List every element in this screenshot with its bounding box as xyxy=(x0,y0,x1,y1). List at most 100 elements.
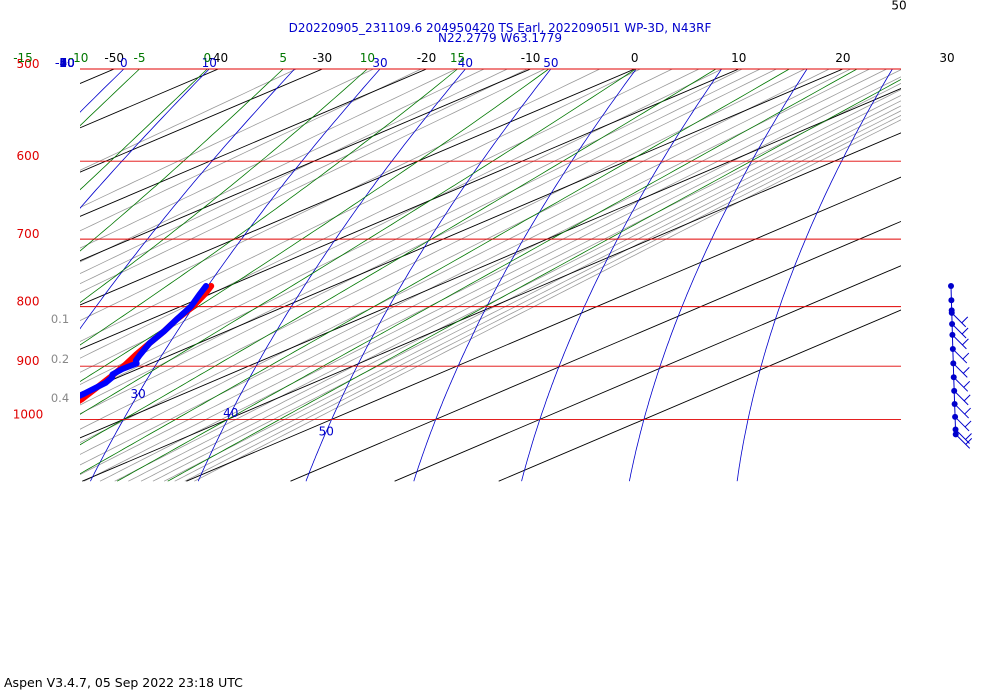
dry-adiabat-line xyxy=(197,69,466,482)
mixing-ratio-line xyxy=(174,110,901,482)
wind-barb-staff xyxy=(953,390,969,406)
temperature-tick-label: 20 xyxy=(835,51,850,65)
mixing-ratio-line xyxy=(194,119,901,482)
theta-e-label: -10 xyxy=(69,51,89,65)
moist-adiabat-line xyxy=(167,78,901,482)
left-minor-label: 0.1 xyxy=(51,312,69,326)
isotherm-line xyxy=(186,176,901,482)
wind-barb-staff xyxy=(955,434,971,449)
theta-label: -50 xyxy=(55,56,75,70)
mixing-ratio-line xyxy=(80,69,509,275)
mixing-ratio-line xyxy=(84,69,901,482)
moist-adiabat-line xyxy=(80,69,550,383)
mixing-ratio-line xyxy=(80,69,806,430)
theta-label: 40 xyxy=(458,56,473,70)
mixing-ratio-line xyxy=(80,69,778,415)
left-minor-label: 0.4 xyxy=(51,391,69,405)
wind-barb-staff xyxy=(952,363,968,378)
temperature-tick-label: -50 xyxy=(104,51,124,65)
isotherm-line xyxy=(80,69,220,129)
mixing-ratio-line xyxy=(140,94,901,482)
right-label: 50 xyxy=(891,0,906,13)
wind-barb-flag xyxy=(963,394,971,402)
isotherm-line xyxy=(80,88,901,439)
wind-barb-staff xyxy=(952,334,967,350)
mixing-ratio-line xyxy=(80,69,546,294)
wind-barb-flag xyxy=(964,420,972,428)
theta-label: -70 xyxy=(55,56,75,70)
wind-barb-dot xyxy=(948,282,954,289)
mixing-ratio-line xyxy=(99,76,901,482)
dry-adiabat-line xyxy=(521,69,723,482)
wind-barb-staff xyxy=(955,429,970,444)
dry-adiabat-line xyxy=(629,69,808,482)
temperature-tick-label: -40 xyxy=(208,51,228,65)
wind-barb-staff xyxy=(954,403,969,419)
theta-label: 30 xyxy=(372,56,387,70)
wind-barb-flag xyxy=(965,438,973,445)
theta-label: -80 xyxy=(55,56,75,70)
mixing-ratio-line xyxy=(128,89,901,482)
wind-barb-staff xyxy=(954,416,970,432)
pressure-label: 900 xyxy=(17,354,40,368)
wind-barb-flag xyxy=(962,352,970,360)
wind-barb-dot xyxy=(948,297,955,304)
isotherm-line xyxy=(394,265,901,482)
theta-inline-label: 40 xyxy=(223,406,238,420)
pressure-label: 500 xyxy=(17,57,40,71)
wind-barb-flag xyxy=(965,433,972,440)
theta-label: -90 xyxy=(55,56,75,70)
chart-title: D20220905_231109.6 204950420 TS Earl, 20… xyxy=(288,21,712,35)
dewpoint-trace xyxy=(80,283,209,399)
theta-label: -60 xyxy=(55,56,75,70)
theta-label: 0 xyxy=(120,56,128,70)
moist-adiabat-line xyxy=(116,69,858,482)
pressure-label: 600 xyxy=(17,149,40,163)
dry-adiabat-line xyxy=(80,69,296,330)
wind-barb-flag xyxy=(962,367,970,374)
wind-barb-staff xyxy=(951,323,967,339)
mixing-ratio-line xyxy=(80,69,762,406)
mixing-ratio-line xyxy=(184,114,901,482)
mixing-ratio-line xyxy=(80,69,601,322)
theta-label: 50 xyxy=(543,56,558,70)
footer-version: Aspen V3.4.7, 05 Sep 2022 23:18 UTC xyxy=(4,675,243,690)
mixing-ratio-line xyxy=(80,69,642,342)
pressure-label: 1000 xyxy=(13,407,44,421)
theta-e-label: 5 xyxy=(279,51,287,65)
moist-adiabat-line xyxy=(80,69,284,252)
isotherm-line xyxy=(80,69,636,306)
isotherm-line xyxy=(80,69,532,262)
wind-barb-flag xyxy=(961,327,969,335)
left-minor-label: 0.2 xyxy=(51,352,69,366)
wind-barb-flag xyxy=(963,380,971,388)
theta-e-label: 10 xyxy=(360,51,375,65)
moist-adiabat-line xyxy=(80,69,717,446)
wind-barb-flag xyxy=(962,338,969,346)
moist-adiabat-line xyxy=(80,69,459,346)
isotherm-line xyxy=(82,132,901,482)
wind-barb-staff xyxy=(951,312,967,328)
theta-label: -30 xyxy=(55,56,75,70)
theta-e-label: -5 xyxy=(134,51,146,65)
theta-e-label: 15 xyxy=(450,51,465,65)
isotherm-line xyxy=(80,69,324,173)
theta-e-label: -15 xyxy=(13,51,33,65)
chart-subtitle: N22.2779 W63.1779 xyxy=(438,31,562,45)
moist-adiabat-line xyxy=(80,69,368,304)
theta-label: -40 xyxy=(55,56,75,70)
mixing-ratio-line xyxy=(80,69,888,476)
theta-label: 10 xyxy=(202,56,217,70)
isotherm-line xyxy=(498,309,901,482)
moist-adiabat-line xyxy=(80,69,208,191)
theta-inline-label: 50 xyxy=(319,424,334,438)
mixing-ratio-line xyxy=(80,69,529,285)
isotherm-line xyxy=(80,69,844,395)
isotherm-line xyxy=(80,69,428,217)
temperature-tick-label: -30 xyxy=(313,51,333,65)
wind-barb-staff xyxy=(952,348,968,364)
mixing-ratio-line xyxy=(80,69,744,396)
temperature-tick-label: 0 xyxy=(631,51,639,65)
temperature-tick-label: 30 xyxy=(939,51,954,65)
